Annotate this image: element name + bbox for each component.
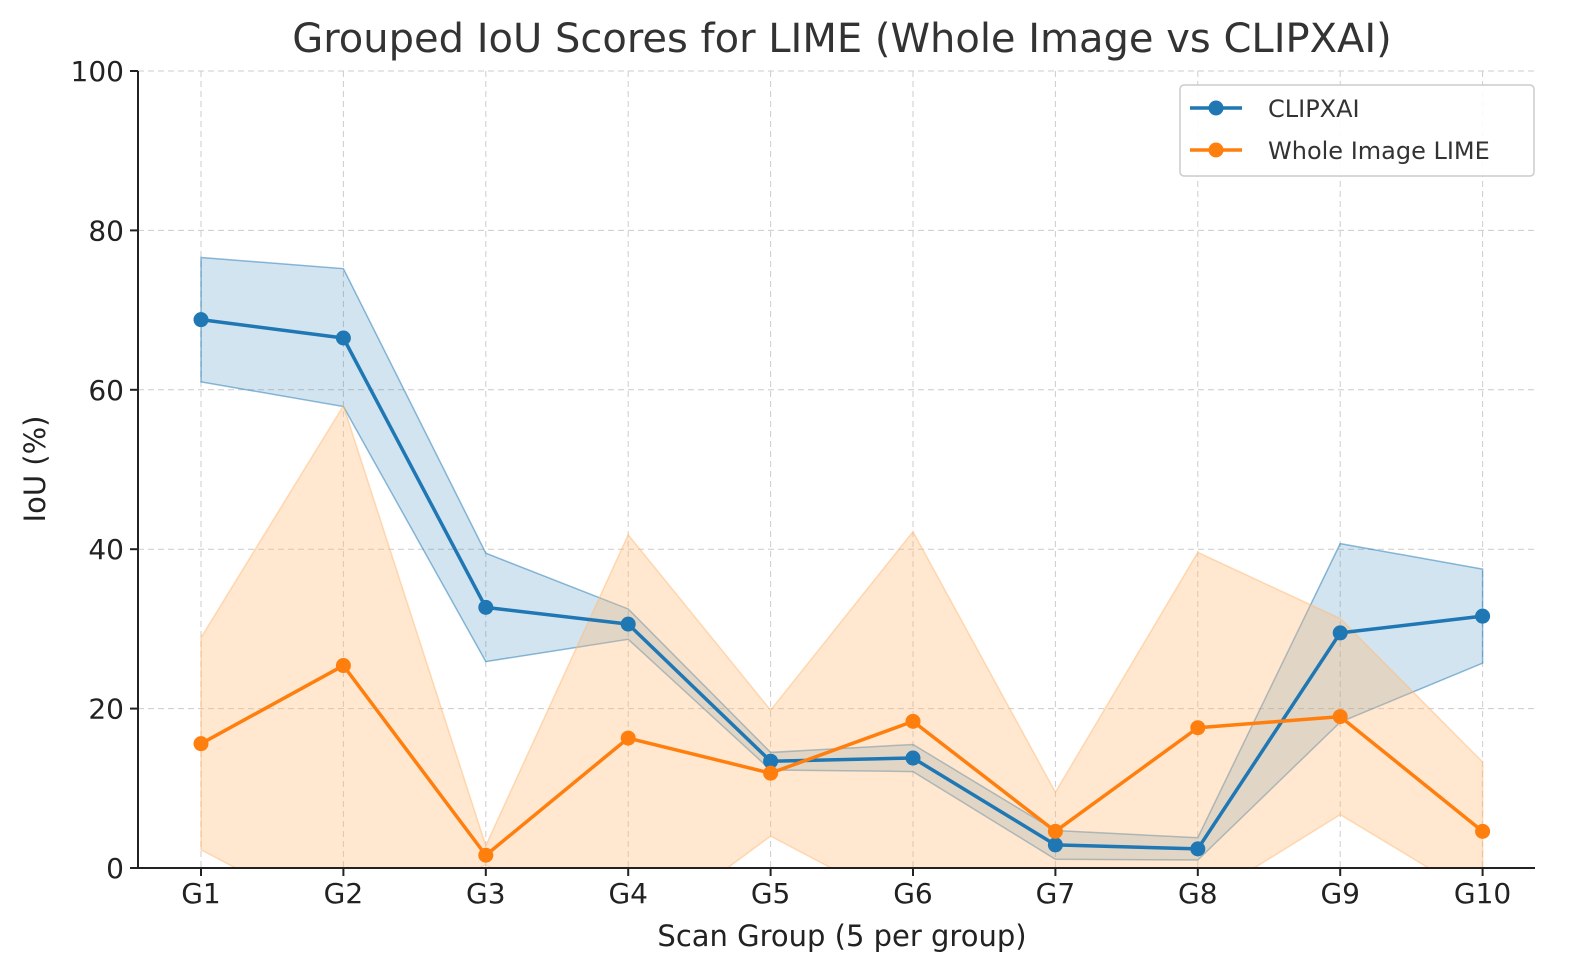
- y-tick-label: 40: [88, 533, 124, 566]
- chart-title: Grouped IoU Scores for LIME (Whole Image…: [292, 16, 1392, 62]
- x-tick-label: G9: [1320, 877, 1360, 910]
- line-whole-image-lime: [200, 663, 1484, 857]
- y-tick-label: 20: [88, 693, 124, 726]
- x-tick-label: G4: [608, 877, 648, 910]
- legend: CLIPXAI Whole Image LIME: [1179, 84, 1535, 177]
- point-whole-image-lime: [905, 713, 921, 729]
- point-clipxai: [478, 599, 494, 615]
- legend-label-whole-image-lime: Whole Image LIME: [1268, 137, 1490, 165]
- point-clipxai: [620, 616, 636, 632]
- y-tick-label: 60: [88, 374, 124, 407]
- x-tick-label: G3: [466, 877, 506, 910]
- x-axis-label: Scan Group (5 per group): [657, 919, 1026, 953]
- point-whole-image-lime: [1475, 823, 1491, 839]
- point-clipxai: [1332, 625, 1348, 641]
- point-clipxai: [763, 753, 779, 769]
- point-whole-image-lime: [1332, 709, 1348, 725]
- point-whole-image-lime: [763, 765, 779, 781]
- series-points: [193, 312, 1491, 863]
- point-clipxai: [905, 750, 921, 766]
- x-tick-label: G5: [751, 877, 791, 910]
- line-clipxai: [200, 317, 1483, 851]
- point-clipxai: [1047, 837, 1063, 853]
- axes: [130, 70, 1535, 876]
- point-whole-image-lime: [478, 847, 494, 863]
- y-tick-label: 0: [106, 852, 124, 885]
- point-whole-image-lime: [620, 730, 636, 746]
- tick-labels: 0 20 40 60 80 100 G1 G2 G3 G4 G5 G6 G7 G8 G9 G10: [71, 55, 1512, 910]
- confidence-bands: [200, 256, 1484, 868]
- point-clipxai: [193, 312, 209, 328]
- point-clipxai: [1190, 841, 1206, 857]
- x-tick-label: G10: [1454, 877, 1511, 910]
- y-axis-label: IoU (%): [18, 416, 52, 523]
- legend-label-clipxai: CLIPXAI: [1268, 95, 1360, 123]
- series-lines: [200, 317, 1484, 857]
- y-tick-label: 100: [71, 55, 124, 88]
- legend-box: [1179, 84, 1535, 177]
- point-clipxai: [1475, 608, 1491, 624]
- x-tick-label: G8: [1178, 877, 1218, 910]
- point-whole-image-lime: [1190, 720, 1206, 736]
- band-clipxai: [200, 256, 1484, 861]
- point-whole-image-lime: [1047, 823, 1063, 839]
- legend-marker-clipxai: [1208, 100, 1224, 116]
- x-tick-label: G7: [1036, 877, 1076, 910]
- y-tick-label: 80: [88, 214, 124, 247]
- point-whole-image-lime: [335, 658, 351, 674]
- point-whole-image-lime: [193, 736, 209, 752]
- point-clipxai: [335, 330, 351, 346]
- x-tick-label: G2: [324, 877, 364, 910]
- legend-marker-whole-image-lime: [1208, 142, 1224, 158]
- x-tick-label: G6: [893, 877, 933, 910]
- x-tick-label: G1: [181, 877, 221, 910]
